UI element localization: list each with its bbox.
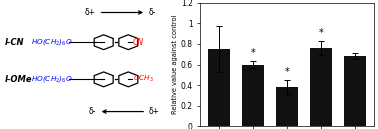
Bar: [276, 87, 298, 126]
Text: HO(CH$_2$)$_6$O: HO(CH$_2$)$_6$O: [31, 74, 73, 84]
Text: δ+: δ+: [149, 107, 160, 116]
Bar: [208, 49, 231, 126]
Bar: [310, 48, 332, 126]
Text: *: *: [319, 28, 324, 38]
Y-axis label: Relative value against control: Relative value against control: [172, 15, 178, 114]
Text: OCH$_3$: OCH$_3$: [133, 74, 154, 84]
Text: *: *: [285, 67, 290, 77]
Bar: [344, 56, 366, 126]
Text: l-CN: l-CN: [5, 38, 24, 47]
Bar: [242, 64, 265, 126]
Text: δ-: δ-: [88, 107, 96, 116]
Text: HO(CH$_2$)$_6$O: HO(CH$_2$)$_6$O: [31, 37, 73, 47]
Text: *: *: [251, 48, 256, 58]
Text: l-OMe: l-OMe: [5, 75, 32, 84]
Text: δ-: δ-: [149, 8, 156, 17]
Text: δ+: δ+: [85, 8, 96, 17]
Text: CN: CN: [133, 38, 144, 47]
